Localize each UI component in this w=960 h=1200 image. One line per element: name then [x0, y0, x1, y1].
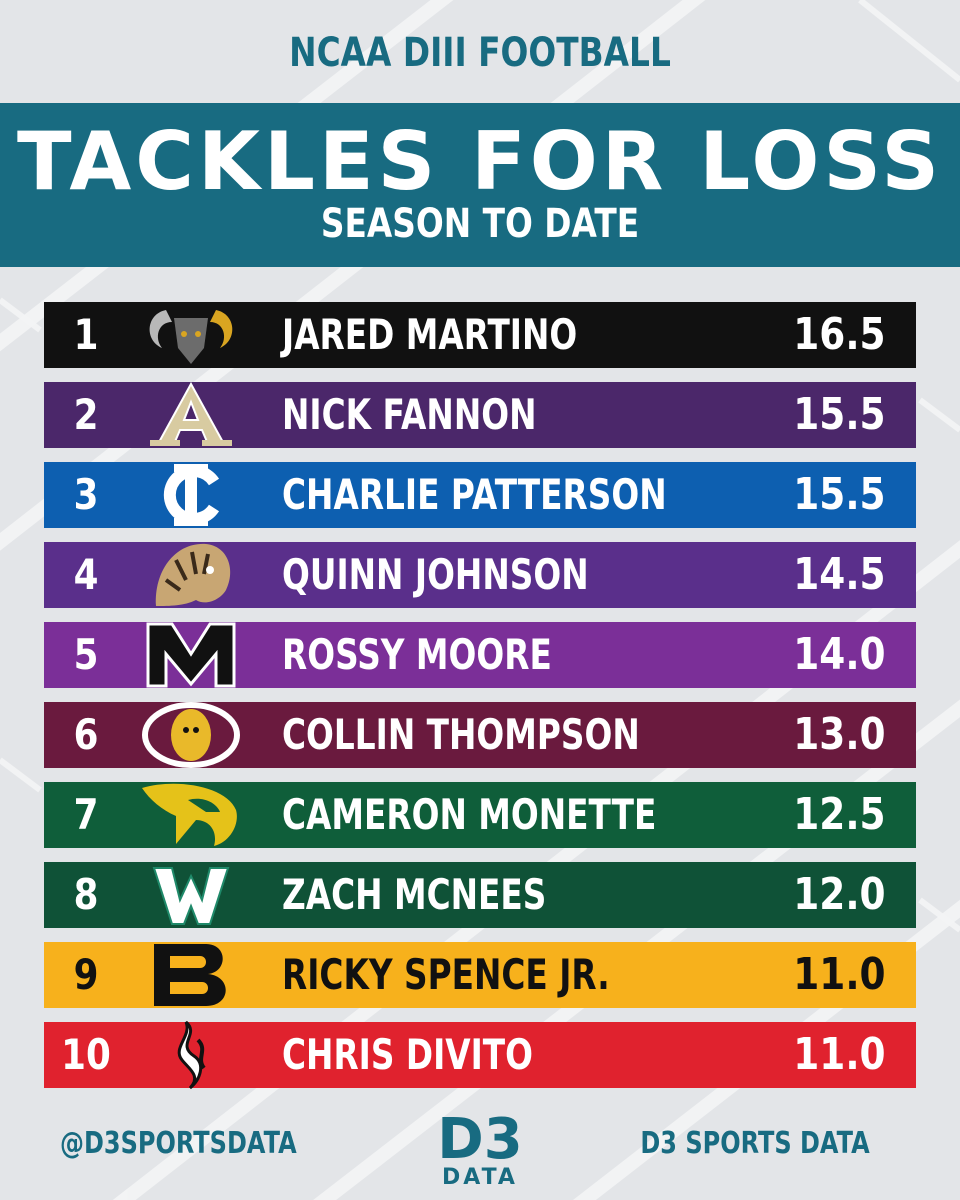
player-name: JARED MARTINO	[282, 310, 578, 359]
player-name: QUINN JOHNSON	[282, 550, 589, 599]
tfl-value: 11.0	[793, 1029, 886, 1080]
rank-number: 7	[73, 790, 99, 839]
eagle-mascot-icon	[142, 783, 237, 846]
player-name: CHARLIE PATTERSON	[282, 470, 667, 519]
logo-bottom-text: DATA	[442, 1165, 518, 1188]
leader-row: 6 COLLIN THOMPSON 13.0	[44, 702, 916, 768]
rank-number: 9	[73, 950, 99, 999]
tfl-value: 12.5	[793, 789, 886, 840]
player-name: CAMERON MONETTE	[282, 790, 657, 839]
tfl-value: 14.0	[793, 629, 886, 680]
rank-number: 3	[73, 470, 99, 519]
leader-row: 2 NICK FANNON 15.5	[44, 381, 916, 448]
leaderboard: 1 JARED MARTINO 16.5 2 NICK FANNON 15.5 …	[44, 302, 916, 1102]
ic-monogram-icon	[163, 464, 220, 526]
title-banner: TACKLES FOR LOSS SEASON TO DATE	[0, 103, 960, 267]
tfl-value: 16.5	[793, 309, 886, 360]
rank-number: 1	[73, 310, 99, 359]
leader-row: 1 JARED MARTINO 16.5	[44, 302, 916, 368]
leader-row: 3 CHARLIE PATTERSON 15.5	[44, 462, 916, 528]
league-title: NCAA DIII FOOTBALL	[289, 30, 671, 76]
tfl-value: 15.5	[793, 389, 886, 440]
letter-b-logo-icon	[154, 944, 226, 1006]
rank-number: 10	[61, 1030, 111, 1079]
social-handle: @D3SPORTSDATA	[60, 1126, 297, 1161]
cobber-c-logo-icon	[142, 702, 240, 768]
player-name: CHRIS DIVITO	[282, 1030, 534, 1079]
d3-data-logo-icon: D3 DATA	[437, 1108, 522, 1188]
letter-m-logo-icon	[146, 622, 236, 688]
leader-row: 5 ROSSY MOORE 14.0	[44, 622, 916, 688]
brand-name: D3 SPORTS DATA	[640, 1126, 870, 1161]
flame-logo-icon	[177, 1020, 206, 1090]
letter-a-logo-icon	[150, 381, 232, 446]
player-name: NICK FANNON	[282, 390, 537, 439]
letter-w-logo-icon	[152, 867, 230, 925]
leader-row: 10 CHRIS DIVITO 11.0	[44, 1020, 916, 1090]
tfl-value: 13.0	[793, 709, 886, 760]
tfl-value: 15.5	[793, 469, 886, 520]
player-name: COLLIN THOMPSON	[282, 710, 640, 759]
player-name: ROSSY MOORE	[282, 630, 552, 679]
rank-number: 2	[73, 390, 99, 439]
tfl-value: 14.5	[793, 549, 886, 600]
tiger-mascot-icon	[155, 543, 231, 606]
logo-top-text: D3	[437, 1108, 522, 1172]
ram-mascot-icon	[149, 310, 233, 364]
rank-number: 5	[73, 630, 99, 679]
page-title: TACKLES FOR LOSS	[17, 115, 943, 208]
rank-number: 6	[73, 710, 99, 759]
player-name: RICKY SPENCE JR.	[282, 950, 610, 999]
tfl-value: 11.0	[793, 949, 886, 1000]
leader-row: 4 QUINN JOHNSON 14.5	[44, 542, 916, 608]
leader-row: 8 ZACH MCNEES 12.0	[44, 862, 916, 928]
rank-number: 4	[73, 550, 99, 599]
leader-row: 9 RICKY SPENCE JR. 11.0	[44, 942, 916, 1008]
rank-number: 8	[73, 870, 99, 919]
tfl-value: 12.0	[793, 869, 886, 920]
page-subtitle: SEASON TO DATE	[320, 201, 640, 247]
player-name: ZACH MCNEES	[282, 870, 547, 919]
leader-row: 7 CAMERON MONETTE 12.5	[44, 782, 916, 848]
